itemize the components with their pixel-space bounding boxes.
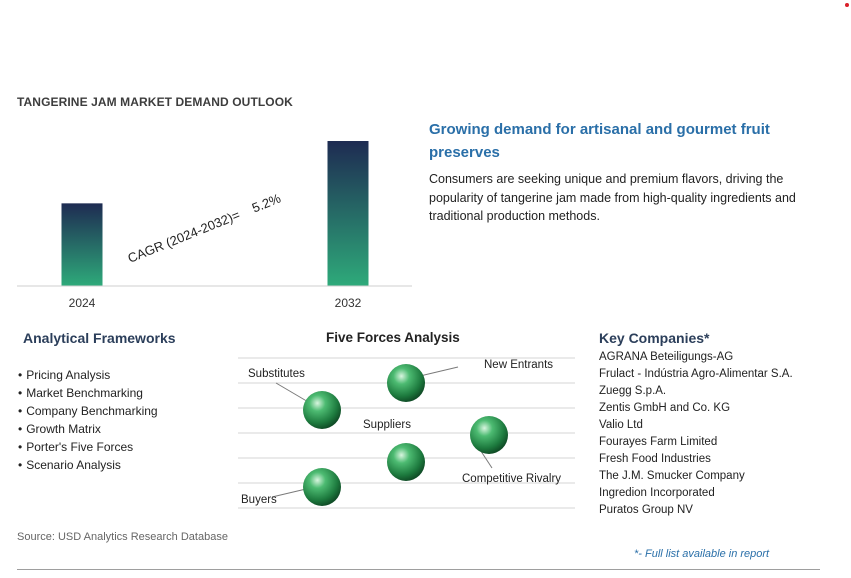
list-item: Zuegg S.p.A. bbox=[599, 385, 667, 397]
list-item: Growth Matrix bbox=[18, 420, 158, 438]
key-companies-title: Key Companies* bbox=[599, 330, 710, 346]
list-item: AGRANA Beteiligungs-AG bbox=[599, 351, 734, 363]
list-item: Fresh Food Industries bbox=[599, 453, 711, 465]
list-item: Frulact - Indústria Agro-Alimentar S.A. bbox=[599, 368, 793, 380]
list-item: Company Benchmarking bbox=[18, 402, 157, 420]
label-suppliers: Suppliers bbox=[363, 419, 411, 431]
five-forces-title: Five Forces Analysis bbox=[326, 330, 460, 345]
chart-title: TANGERINE JAM MARKET DEMAND OUTLOOK bbox=[17, 95, 293, 109]
frameworks-title: Analytical Frameworks bbox=[23, 330, 176, 346]
list-item: Market Benchmarking bbox=[18, 384, 158, 402]
frameworks-list: Pricing Analysis Market Benchmarking Com… bbox=[18, 366, 158, 474]
list-item: Porter's Five Forces bbox=[18, 438, 158, 456]
x-tick-label: 2032 bbox=[335, 296, 362, 310]
bar-2032 bbox=[327, 141, 369, 286]
label-buyers: Buyers bbox=[241, 494, 277, 506]
list-item: Puratos Group NV bbox=[599, 504, 693, 516]
sphere-buyers bbox=[303, 468, 341, 506]
x-tick-label: 2024 bbox=[69, 296, 96, 310]
list-item: Fourayes Farm Limited bbox=[599, 436, 718, 448]
label-competitive-rivalry: Competitive Rivalry bbox=[462, 473, 561, 485]
sphere-competitive-rivalry bbox=[470, 416, 508, 454]
bar-2024 bbox=[61, 203, 103, 286]
list-item: Ingredion Incorporated bbox=[599, 487, 715, 499]
label-substitutes: Substitutes bbox=[248, 368, 305, 380]
full-list-note: *- Full list available in report bbox=[634, 548, 770, 560]
highlight-headline: Growing demand for artisanal and gourmet… bbox=[429, 121, 770, 161]
sphere-new-entrants bbox=[387, 364, 425, 402]
list-item: Scenario Analysis bbox=[18, 456, 158, 474]
highlight-description: Consumers are seeking unique and premium… bbox=[429, 172, 796, 223]
source-note: Source: USD Analytics Research Database bbox=[17, 531, 228, 543]
list-item: The J.M. Smucker Company bbox=[599, 470, 745, 482]
connector-lines bbox=[271, 366, 493, 498]
label-new-entrants: New Entrants bbox=[484, 359, 553, 371]
divider-lines bbox=[238, 357, 575, 509]
sphere-suppliers bbox=[387, 443, 425, 481]
corner-dot bbox=[845, 3, 849, 7]
key-companies-list: AGRANA Beteiligungs-AG Frulact - Indústr… bbox=[599, 349, 799, 519]
list-item: Valio Ltd bbox=[599, 419, 643, 431]
list-item: Zentis GmbH and Co. KG bbox=[599, 402, 731, 414]
list-item: Pricing Analysis bbox=[18, 366, 158, 384]
footer-divider bbox=[17, 569, 820, 570]
sphere-substitutes bbox=[303, 391, 341, 429]
bar-chart: 2024 2032 CAGR (2024-2032)= 5.2% bbox=[17, 141, 412, 310]
